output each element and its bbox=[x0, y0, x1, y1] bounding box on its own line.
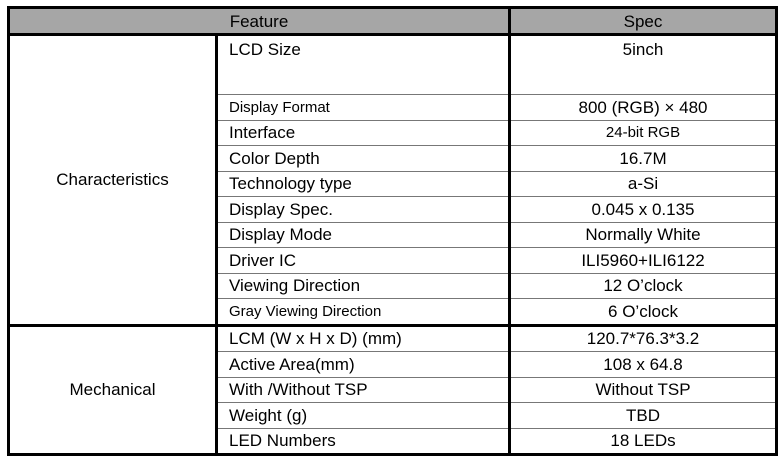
feature-cell: Color Depth bbox=[216, 145, 511, 172]
feature-cell: LCM (W x H x D) (mm) bbox=[216, 325, 511, 352]
feature-cell: With /Without TSP bbox=[216, 377, 511, 403]
table-row: Gray Viewing Direction 6 O’clock bbox=[9, 298, 777, 327]
spec-cell: 120.7*76.3*3.2 bbox=[509, 325, 777, 352]
feature-cell: Technology type bbox=[216, 171, 511, 197]
table-row: Display Format 800 (RGB) × 480 bbox=[9, 94, 777, 121]
spec-cell: 16.7M bbox=[509, 145, 777, 172]
table-row: LED Numbers 18 LEDs bbox=[9, 428, 777, 455]
feature-cell: LED Numbers bbox=[216, 428, 511, 455]
header-row: Feature Spec bbox=[8, 7, 777, 36]
spec-cell: 18 LEDs bbox=[610, 431, 676, 451]
feature-cell: Display Spec. bbox=[216, 196, 511, 223]
spec-cell: Without TSP bbox=[509, 377, 777, 403]
table-row: Display Mode Normally White bbox=[9, 222, 777, 248]
table-row: Technology type a-Si bbox=[9, 171, 777, 197]
spec-cell: 6 O’clock bbox=[509, 298, 777, 327]
feature-cell: Driver IC bbox=[216, 247, 511, 274]
spec-cell: 24-bit RGB bbox=[509, 120, 777, 146]
spec-cell: ILI5960+ILI6122 bbox=[509, 247, 777, 274]
spec-cell: TBD bbox=[509, 402, 777, 429]
table-row: Color Depth 16.7M bbox=[9, 145, 777, 172]
spec-cell: Normally White bbox=[509, 222, 777, 248]
spec-cell: 800 (RGB) × 480 bbox=[509, 94, 777, 121]
table-row: Display Spec. 0.045 x 0.135 bbox=[9, 196, 777, 223]
feature-cell: Display Format bbox=[216, 94, 511, 121]
spec-cell: a-Si bbox=[509, 171, 777, 197]
table-row: Interface 24-bit RGB bbox=[9, 120, 777, 146]
feature-cell: Weight (g) bbox=[216, 402, 511, 429]
feature-cell: Interface bbox=[216, 120, 511, 146]
spec-cell: 12 O’clock bbox=[509, 273, 777, 299]
spec-cell: 5inch bbox=[509, 34, 777, 95]
category-cell: Characteristics bbox=[8, 34, 218, 327]
feature-cell: Display Mode bbox=[216, 222, 511, 248]
spec-cell: 0.045 x 0.135 bbox=[509, 196, 777, 223]
feature-header: Feature bbox=[8, 7, 511, 36]
table-row: Viewing Direction 12 O’clock bbox=[9, 273, 777, 299]
table-row: Driver IC ILI5960+ILI6122 bbox=[9, 247, 777, 274]
spec-cell: 108 x 64.8 bbox=[509, 351, 777, 378]
table-row: With /Without TSP Without TSP bbox=[9, 377, 777, 403]
feature-cell: LCD Size bbox=[216, 34, 511, 95]
feature-cell: Viewing Direction bbox=[216, 273, 511, 299]
spec-table: Feature Spec Characteristics LCD Size 5inc… bbox=[7, 6, 778, 456]
table-row: Active Area(mm) 108 x 64.8 bbox=[9, 351, 777, 378]
feature-cell: Active Area(mm) bbox=[216, 351, 511, 378]
table-row: Weight (g) TBD bbox=[9, 402, 777, 429]
table-row: Characteristics LCD Size 5inch bbox=[8, 34, 777, 327]
spec-header: Spec bbox=[509, 7, 777, 36]
table-row: Mechanical LCM (W x H x D) (mm) 120.7*76.3… bbox=[8, 325, 777, 455]
category-cell: Mechanical bbox=[8, 325, 218, 455]
feature-cell: Gray Viewing Direction bbox=[216, 298, 511, 327]
